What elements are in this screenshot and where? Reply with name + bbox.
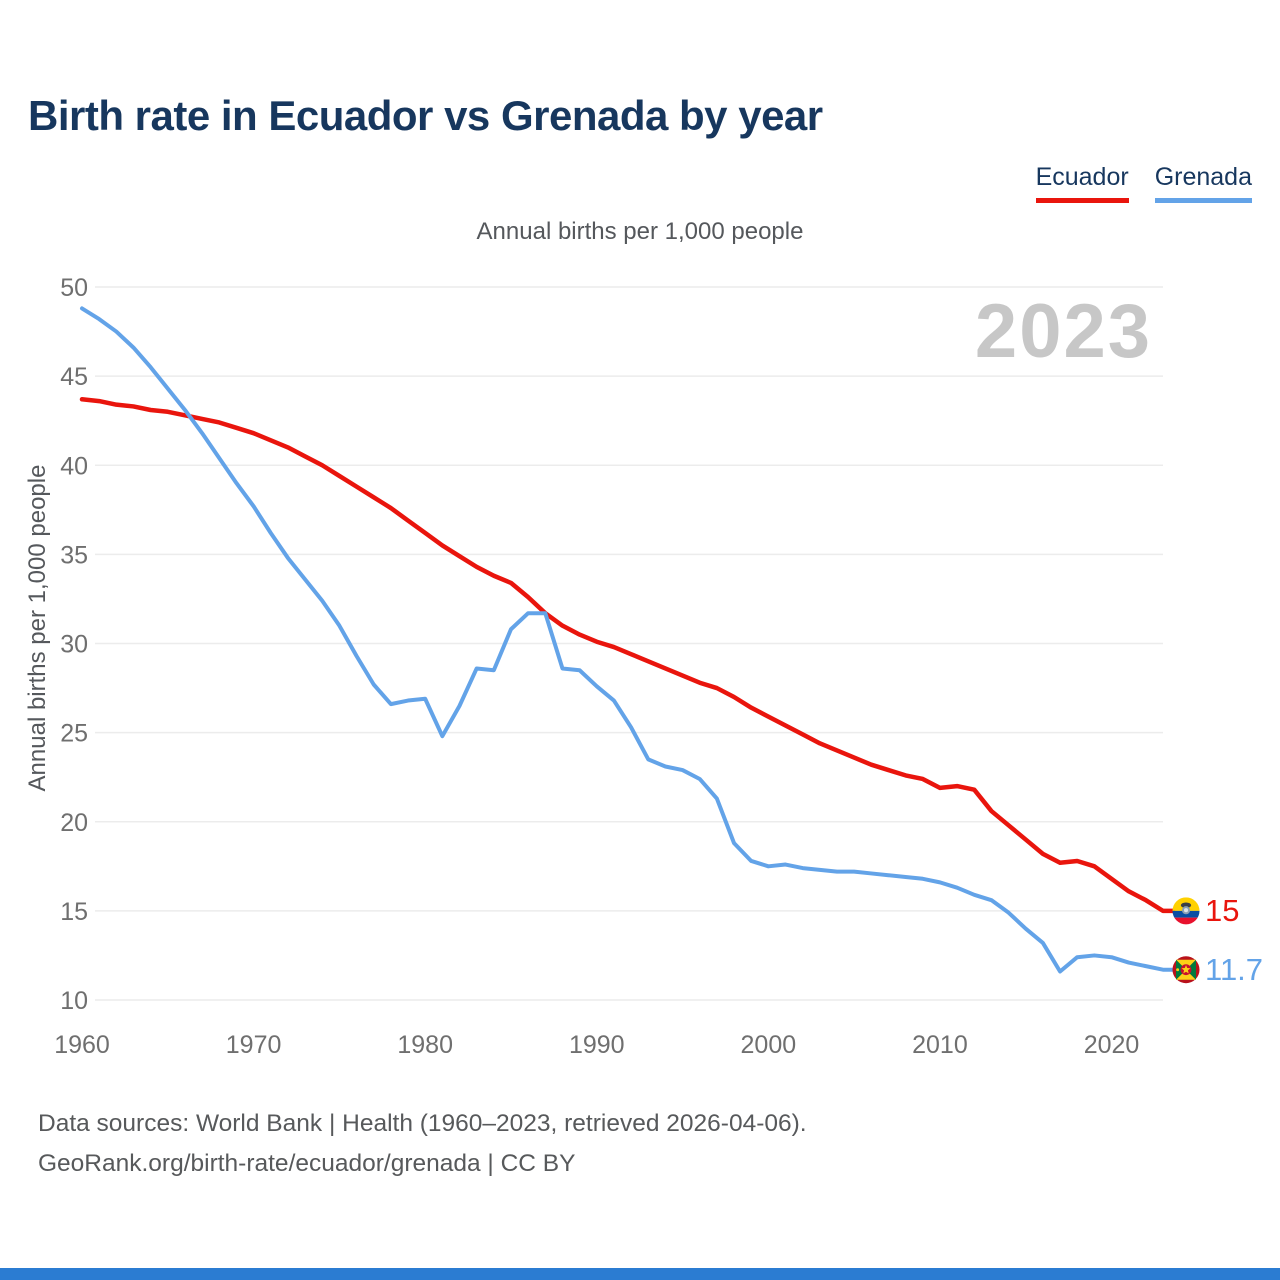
x-tick-label: 2000 (741, 1031, 797, 1059)
y-tick-label: 30 (60, 631, 88, 659)
y-tick-label: 20 (60, 809, 88, 837)
end-label-ecuador: 15 (1205, 892, 1240, 928)
page-title: Birth rate in Ecuador vs Grenada by year (28, 92, 823, 139)
chart-subtitle: Annual births per 1,000 people (476, 218, 804, 245)
series-line-ecuador (79, 397, 1176, 914)
y-tick-label: 35 (60, 541, 88, 569)
x-tick-label: 2020 (1084, 1031, 1140, 1059)
data-sources-footer: Data sources: World Bank | Health (1960–… (38, 1104, 807, 1184)
end-label-grenada: 11.7 (1205, 951, 1264, 987)
footer-line1: Data sources: World Bank | Health (1960–… (38, 1110, 807, 1137)
y-tick-label: 40 (60, 452, 88, 480)
y-tick-label: 45 (60, 363, 88, 391)
x-tick-label: 1990 (569, 1031, 625, 1059)
x-tick-label: 2010 (912, 1031, 968, 1059)
y-tick-label: 25 (60, 720, 88, 748)
y-tick-label: 10 (60, 987, 88, 1015)
legend-item-grenada[interactable]: Grenada (1154, 163, 1252, 203)
y-tick-label: 50 (60, 274, 88, 302)
y-tick-label: 15 (60, 898, 88, 926)
accent-bar (0, 1268, 1280, 1280)
grenada-flag-icon (1172, 956, 1200, 984)
x-tick-label: 1970 (226, 1031, 282, 1059)
footer-line2: GeoRank.org/birth-rate/ecuador/grenada |… (38, 1150, 576, 1177)
x-tick-label: 1980 (397, 1031, 453, 1059)
x-tick-label: 1960 (54, 1031, 110, 1059)
legend-item-ecuador[interactable]: Ecuador (1035, 163, 1129, 203)
watermark-year: 2023 (974, 289, 1152, 374)
legend: Ecuador Grenada (1035, 163, 1252, 203)
ecuador-flag-icon (1172, 897, 1200, 925)
series-line-grenada (80, 306, 1175, 974)
